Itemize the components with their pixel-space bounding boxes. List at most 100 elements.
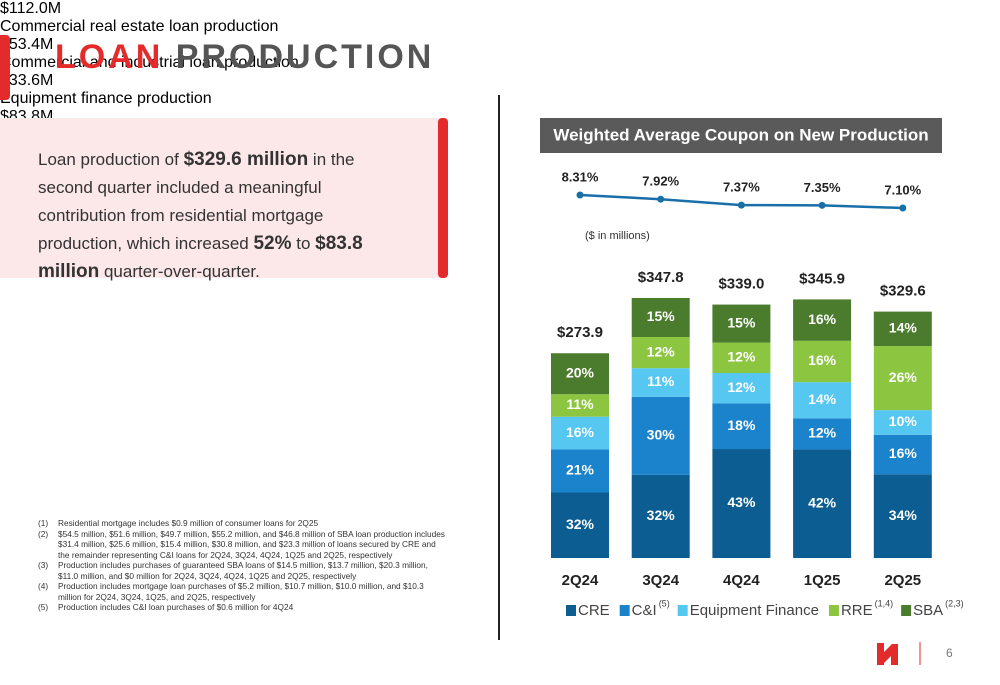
footnote-marker: (3) [38,560,49,570]
bar-segment [873,410,932,435]
footnote-marker: (4) [38,581,49,591]
coupon-point [576,191,584,199]
legend-swatch [677,605,688,616]
bar-segment [631,298,690,337]
bar-segment [631,368,690,397]
stat: $112.0M Commercial real estate loan produ… [0,0,1000,36]
stat: $33.6M Equipment finance production [0,72,1000,108]
legend-sup: (1,4) [875,598,894,608]
bar-segment [712,342,771,374]
summary-text: in the second quarter included a meaning… [38,150,355,253]
stat-label-text: Equipment finance production [0,90,212,107]
stat-value: $53.4M [0,36,54,53]
red-tab [0,35,10,100]
footnote: (4) Production includes mortgage loan pur… [38,581,448,602]
footnote-text: Production includes purchases of guarant… [58,560,428,581]
stat: $53.4M Commercial and industrial loan pro… [0,36,1000,72]
x-tick-label: 1Q25 [804,572,841,589]
segment-label: 16% [566,424,595,440]
logo [877,643,898,665]
legend-label: Equipment Finance [690,602,819,619]
segment-label: 21% [566,462,595,478]
segment-label: 16% [889,445,918,461]
stat-value: $33.6M [0,72,54,89]
total-label: $273.9 [557,324,603,341]
stat-label-text: Commercial real estate loan production [0,18,279,35]
bar-segment [793,418,852,450]
segment-label: 42% [808,494,837,510]
bar-segment [712,373,771,404]
x-tick-label: 2Q24 [562,572,599,589]
total-label: $347.8 [638,269,684,286]
bar-segment [793,382,852,419]
coupon-point [657,195,665,203]
segment-label: 12% [647,343,676,359]
bar-segment [793,299,852,341]
total-label: $339.0 [718,276,764,293]
legend-sup: (2,3) [945,598,964,608]
bar-segment [551,353,609,395]
total-label: $345.9 [799,270,845,287]
segment-label: 18% [727,417,756,433]
segment-label: 16% [808,311,837,327]
legend-swatch [566,605,576,616]
stat-label: Equipment finance production [0,90,1000,108]
summary-text: to [291,234,316,253]
footnote-text: $54.5 million, $51.6 million, $49.7 mill… [58,528,445,560]
legend-sup: (5) [659,598,670,608]
bar-segment [631,337,690,369]
bar-segment [631,474,690,558]
line-title: Weighted Average Coupon on New Productio… [553,125,928,144]
stat-label: Commercial and industrial loan productio… [0,54,1000,72]
x-tick-label: 2Q25 [884,572,921,589]
segment-label: 12% [808,425,837,441]
bar-segment [551,394,609,417]
footnote-text: Residential mortgage includes $0.9 milli… [58,518,319,528]
coupon-label: 7.37% [723,180,760,195]
coupon-label: 7.92% [642,174,679,189]
title-accent: LOAN [55,38,164,76]
bar-segment [873,346,932,411]
bar-segment [551,492,609,558]
bar-segment [712,449,771,558]
summary-accent [438,118,448,278]
segment-label: 10% [889,413,918,429]
footnote: (3) Production includes purchases of guar… [38,560,448,581]
divider [498,95,500,640]
legend-swatch [828,605,839,616]
summary-text: Loan production of [38,150,184,169]
segment-label: 30% [647,427,676,443]
title-rest: PRODUCTION [175,38,435,76]
footnote-text: Production includes C&I loan purchases o… [58,602,294,612]
legend-label: RRE [841,602,873,619]
stat-label-text: Commercial and industrial loan productio… [0,54,299,71]
legend-label: SBA [913,602,943,619]
bar-segment [551,416,609,450]
coupon-point [737,201,745,209]
footnote-text: Production includes mortgage loan purcha… [58,581,424,602]
segment-label: 12% [727,379,756,395]
bar-segment [631,396,690,475]
bar-segment [551,449,609,493]
bar-segment [793,449,852,558]
legend-swatch [901,605,912,616]
segment-label: 20% [566,364,595,380]
segment-label: 15% [727,314,756,330]
line-title-bar [540,118,942,153]
coupon-point [818,201,826,209]
summary-text: $329.6 million [183,149,309,170]
footnote: (1) Residential mortgage includes $0.9 mi… [38,518,448,529]
coupon-label: 7.35% [804,180,841,195]
stat-value: $112.0M [0,0,62,17]
bar-segment [712,403,771,450]
x-tick-label: 4Q24 [723,572,760,589]
bar-segment [793,340,852,383]
x-tick-label: 3Q24 [642,572,679,589]
summary-text: 52% [253,233,292,254]
bar-segment [873,474,932,558]
bar-segment [873,311,932,347]
segment-label: 43% [727,494,756,510]
coupon-label: 7.10% [884,182,921,197]
summary-text: $83.8 million [38,233,363,282]
